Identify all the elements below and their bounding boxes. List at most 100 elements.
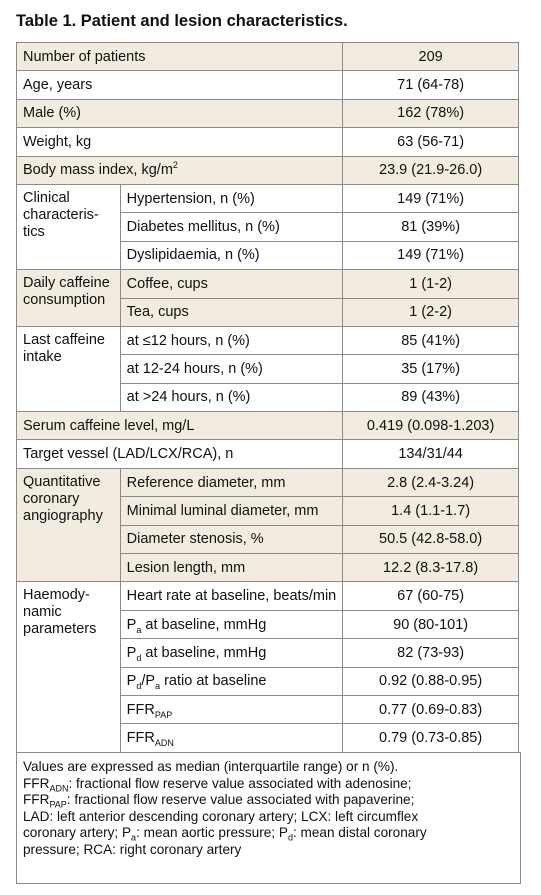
subscript: ADN <box>154 737 174 748</box>
footnote-line: pressure; RCA: right coronary artery <box>23 842 514 859</box>
row-value: 149 (71%) <box>342 240 519 271</box>
row-label: Body mass index, kg/m2 <box>15 155 344 185</box>
row-value: 82 (73-93) <box>342 638 519 668</box>
group-label: Clinical characteris- tics <box>16 183 121 271</box>
text: at 12-24 hours, n (%) <box>126 360 263 377</box>
row-value: 134/31/44 <box>342 439 519 469</box>
text: coronary artery; P <box>23 825 132 841</box>
text: Diabetes mellitus, n (%) <box>126 219 280 236</box>
text: P <box>126 616 137 633</box>
subscript: a <box>131 833 137 844</box>
text: Daily caffeine consumption <box>23 275 110 309</box>
footnote-line: LAD: left anterior descending coronary a… <box>23 809 514 826</box>
row-value: 0.419 (0.098-1.203) <box>342 411 519 441</box>
row-value: 50.5 (42.8-58.0) <box>342 524 519 555</box>
table-row: Daily caffeine consumption Coffee, cups 1 … <box>16 269 519 327</box>
table-row: Weight, kg 63 (56-71) <box>15 127 519 157</box>
text: at ≤12 hours, n (%) <box>126 332 250 349</box>
text: 162 (78%) <box>397 105 465 122</box>
characteristics-table: Number of patients 209 Age, years 71 (64-78… <box>15 41 519 753</box>
table-row: at 12-24 hours, n (%) 35 (17%) <box>17 354 519 384</box>
text: 82 (73-93) <box>397 644 465 661</box>
table-row: Pd/Pa ratio at baseline 0.92 (0.88-0.95) <box>17 666 519 696</box>
row-label: Hypertension, n (%) <box>119 183 344 214</box>
group-label: Last caffeine intake <box>16 325 121 413</box>
subscript: PAP <box>154 709 173 720</box>
text: pressure; RCA: right coronary artery <box>23 841 242 857</box>
text: 2.8 (2.4-3.24) <box>387 474 475 491</box>
text: Target vessel (LAD/LCX/RCA), n <box>23 446 234 463</box>
text: ratio at baseline <box>160 673 267 690</box>
subscript: ADN <box>49 783 69 794</box>
text: P <box>126 644 137 661</box>
text: Values are expressed as median (interqua… <box>23 759 399 774</box>
row-value: 71 (64-78) <box>342 70 519 100</box>
text: FFR <box>126 730 155 747</box>
footnote-line: coronary artery; Pa: mean aortic pressur… <box>23 825 514 842</box>
text: 209 <box>418 48 443 65</box>
text: 1 (2-2) <box>409 304 452 321</box>
row-label: FFRADN <box>119 723 344 753</box>
text: Reference diameter, mm <box>126 474 286 491</box>
text: 50.5 (42.8-58.0) <box>379 531 483 548</box>
table-row: Lesion length, mm 12.2 (8.3-17.8) <box>17 553 519 583</box>
row-value: 12.2 (8.3-17.8) <box>342 553 519 583</box>
text: 0.419 (0.098-1.203) <box>366 417 495 434</box>
row-label: at 12-24 hours, n (%) <box>119 354 344 384</box>
row-value: 209 <box>342 41 519 72</box>
table-row: Number of patients 209 <box>15 41 519 72</box>
row-label: Lesion length, mm <box>119 553 344 583</box>
table-row: Diameter stenosis, % 50.5 (42.8-58.0) <box>17 524 519 555</box>
row-value: 67 (60-75) <box>342 581 519 611</box>
text: 71 (64-78) <box>397 77 465 94</box>
table-row: Quantitative coronary angiography Referen… <box>16 467 519 583</box>
row-value: 90 (80-101) <box>342 609 519 640</box>
group-label: Quantitative coronary angiography <box>16 467 121 583</box>
row-label: Diabetes mellitus, n (%) <box>119 212 344 242</box>
table-row: FFRADN 0.79 (0.73-0.85) <box>17 723 519 753</box>
text: Dyslipidaemia, n (%) <box>126 247 260 264</box>
subscript: d <box>136 681 142 692</box>
table-row: Dyslipidaemia, n (%) 149 (71%) <box>17 240 519 271</box>
footnote-line: FFRPAP: fractional flow reserve value as… <box>23 792 514 809</box>
row-value: 162 (78%) <box>342 98 519 129</box>
text: 1 (1-2) <box>409 275 452 292</box>
row-label: Coffee, cups <box>119 269 344 299</box>
row-label: Serum caffeine level, mg/L <box>15 411 344 441</box>
row-label: Pd/Pa ratio at baseline <box>119 666 344 696</box>
subscript: a <box>136 624 142 635</box>
row-label: Minimal luminal diameter, mm <box>119 496 344 526</box>
row-label: at >24 hours, n (%) <box>119 382 344 413</box>
text: 1.4 (1.1-1.7) <box>391 502 471 519</box>
table-row: FFRPAP 0.77 (0.69-0.83) <box>17 694 519 725</box>
text: 134/31/44 <box>398 446 463 463</box>
table-row: Minimal luminal diameter, mm 1.4 (1.1-1.7… <box>17 496 519 526</box>
table-row: Pa at baseline, mmHg 90 (80-101) <box>17 609 519 640</box>
subscript: a <box>155 681 161 692</box>
text: Age, years <box>23 77 93 94</box>
text: Serum caffeine level, mg/L <box>23 417 195 434</box>
text: Quantitative coronary angiography <box>23 473 103 524</box>
row-value: 63 (56-71) <box>342 127 519 157</box>
subscript: d <box>136 652 142 663</box>
text: : fractional flow reserve value associat… <box>68 775 412 791</box>
text: 0.79 (0.73-0.85) <box>379 730 483 747</box>
text: Male (%) <box>23 105 82 122</box>
table-row: Diabetes mellitus, n (%) 81 (39%) <box>17 212 519 242</box>
row-label: Target vessel (LAD/LCX/RCA), n <box>15 439 344 469</box>
row-value: 23.9 (21.9-26.0) <box>342 155 519 185</box>
text: P <box>126 673 137 690</box>
text: : mean aortic pressure; P <box>136 825 288 841</box>
row-value: 1 (2-2) <box>342 297 519 327</box>
footnote-line: Values are expressed as median (interqua… <box>23 759 514 776</box>
text: Haemody- namic parameters <box>23 587 97 638</box>
text: Minimal luminal diameter, mm <box>126 502 319 519</box>
text: /P <box>141 673 156 690</box>
text: 149 (71%) <box>397 190 465 207</box>
text: 35 (17%) <box>401 360 461 377</box>
text: 63 (56-71) <box>397 133 465 150</box>
text: Coffee, cups <box>126 275 208 292</box>
row-label: Male (%) <box>15 98 344 129</box>
text: 23.9 (21.9-26.0) <box>379 162 483 179</box>
row-value: 0.79 (0.73-0.85) <box>342 723 519 753</box>
